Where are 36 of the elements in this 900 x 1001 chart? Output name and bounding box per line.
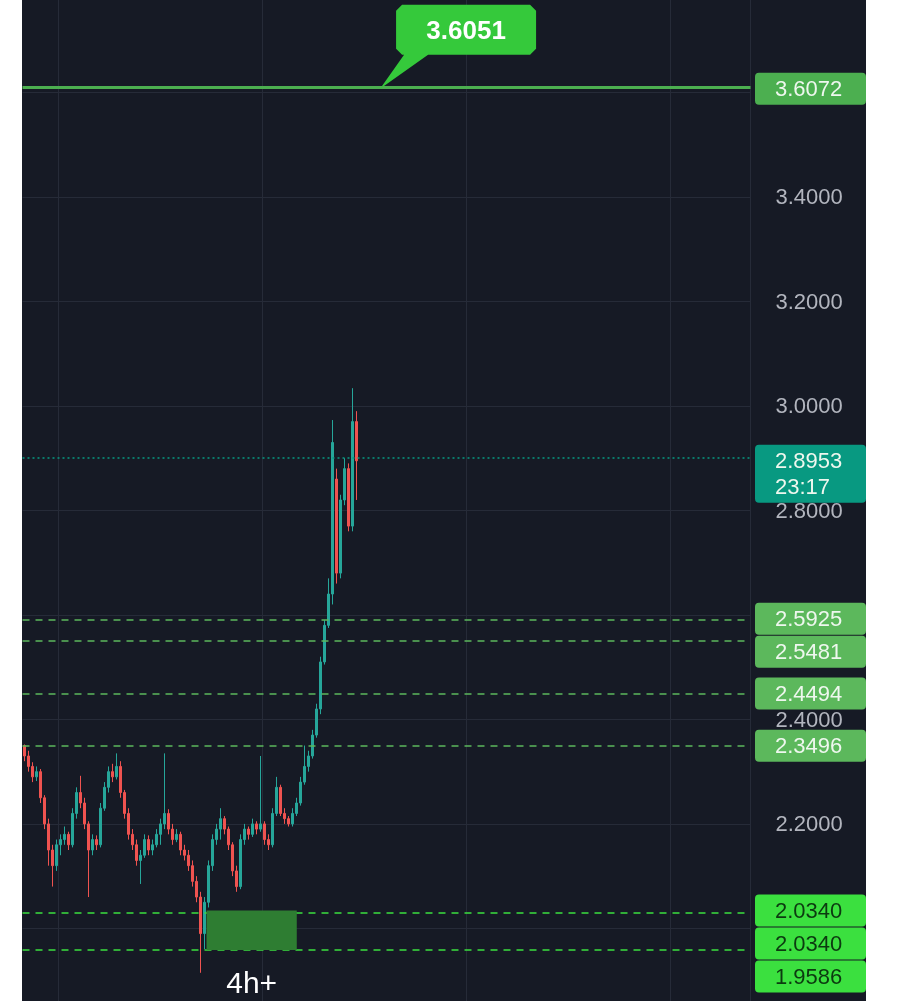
candlestick xyxy=(251,818,254,838)
ref-line-label: 2.0340 xyxy=(775,898,843,924)
candlestick xyxy=(355,410,358,501)
candlestick xyxy=(263,820,266,846)
ref-line-label: 2.8953 23:17 xyxy=(775,448,843,500)
y-tick-label: 3.4000 xyxy=(775,184,843,210)
candlestick xyxy=(175,828,178,843)
ref-line-label: 2.5925 xyxy=(775,606,843,632)
ref-line-label: 2.5481 xyxy=(775,639,843,665)
candlestick xyxy=(179,831,182,856)
candlestick xyxy=(147,834,150,856)
ref-line-label: 2.4494 xyxy=(775,681,843,707)
candlestick xyxy=(95,834,98,851)
y-tick-label: 3.2000 xyxy=(775,288,843,314)
candlestick xyxy=(259,755,262,833)
candlestick xyxy=(91,833,94,856)
candlestick xyxy=(111,763,114,783)
text: 2.0340 xyxy=(775,931,843,957)
candlestick xyxy=(335,468,338,585)
candlestick xyxy=(67,831,70,851)
y-tick-label: 3.0000 xyxy=(775,393,843,419)
candlestick xyxy=(347,462,350,532)
candlestick xyxy=(255,820,258,835)
y-tick-label: 2.2000 xyxy=(775,811,843,837)
ref-line-label: 3.6072 xyxy=(775,76,843,102)
annotation: 3.6051 xyxy=(426,14,506,45)
y-tick-label: 2.4000 xyxy=(775,706,843,732)
candlestick xyxy=(35,765,38,782)
y-tick-label: 2.8000 xyxy=(775,497,843,523)
candlestick xyxy=(247,826,250,841)
candlestick xyxy=(115,752,118,780)
ref-line-label: 1.9586 xyxy=(775,964,843,990)
candlestick xyxy=(351,387,354,532)
band-label: 4h+ xyxy=(226,965,278,999)
ref-line-label: 2.3496 xyxy=(775,733,843,759)
candlestick xyxy=(219,807,222,841)
